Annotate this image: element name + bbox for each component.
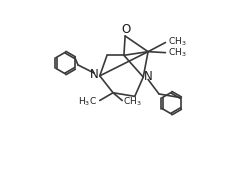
Text: N: N bbox=[144, 70, 153, 83]
Text: H$_3$C: H$_3$C bbox=[78, 96, 97, 108]
Text: O: O bbox=[122, 23, 131, 36]
Text: CH$_3$: CH$_3$ bbox=[168, 47, 187, 59]
Text: CH$_3$: CH$_3$ bbox=[168, 35, 187, 48]
Text: N: N bbox=[90, 68, 99, 81]
Text: CH$_3$: CH$_3$ bbox=[123, 96, 142, 108]
